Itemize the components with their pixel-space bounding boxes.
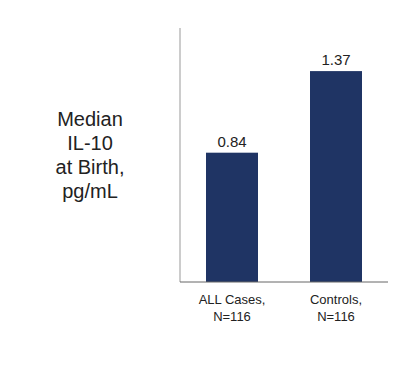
x-tick-label: ALL Cases,N=116: [199, 292, 266, 324]
title: MedianIL-10at Birth,pg/mL: [56, 108, 125, 202]
data-label: 1.37: [321, 51, 350, 68]
x-tick-label: Controls,N=116: [310, 292, 362, 324]
bars: [206, 71, 362, 282]
bar: [310, 71, 362, 282]
bar: [206, 153, 258, 282]
chart: MedianIL-10at Birth,pg/mL 0.84 1.37 ALL Cas…: [0, 0, 400, 374]
x-axis-line: [180, 282, 388, 283]
y-axis-line: [180, 28, 181, 282]
data-label: 0.84: [217, 133, 246, 150]
